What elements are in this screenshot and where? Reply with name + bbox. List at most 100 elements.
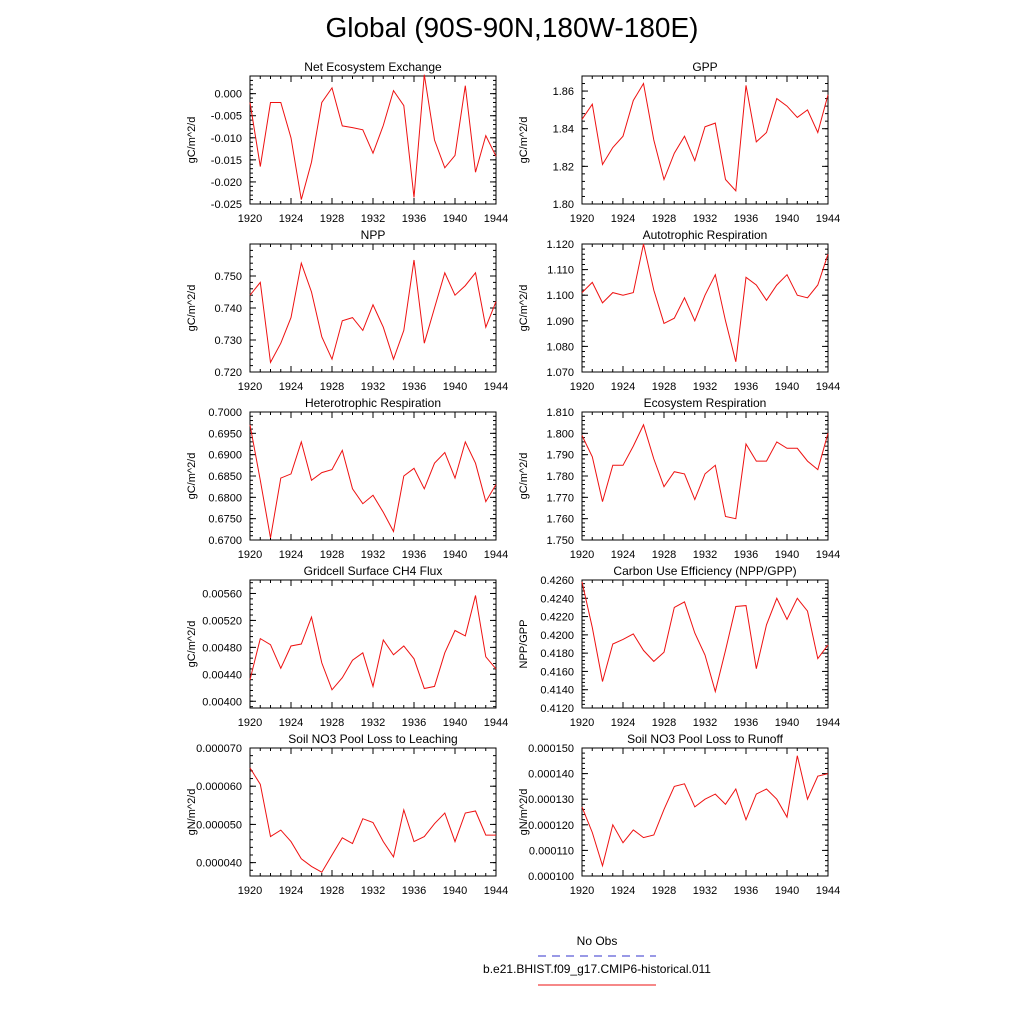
x-tick-label: 1936 [734,885,758,897]
x-tick-label: 1936 [734,549,758,561]
y-tick-label: 0.4200 [540,630,574,642]
y-tick-label: -0.010 [211,133,242,145]
y-tick-label: 0.000120 [528,820,574,832]
chart-title: Soil NO3 Pool Loss to Runoff [627,732,784,746]
x-tick-label: 1936 [402,213,426,225]
x-tick-label: 1944 [816,885,840,897]
y-tick-label: 0.000150 [528,743,574,755]
y-tick-label: 0.4140 [540,685,574,697]
x-tick-label: 1936 [402,717,426,729]
series-line [581,243,829,362]
y-tick-label: 0.4220 [540,612,574,624]
chart-title: NPP [361,228,386,242]
x-tick-label: 1932 [693,549,717,561]
plot-frame [249,747,497,877]
x-tick-label: 1940 [775,885,799,897]
y-tick-label: 0.6850 [208,471,242,483]
x-tick-label: 1928 [652,885,676,897]
x-tick-label: 1944 [484,381,508,393]
plot-frame [249,75,497,205]
chart-panel: GPP 1920 1924 1928 1932 1936 1940 1944 1.80 1.82 1… [518,60,840,225]
x-tick-label: 1944 [816,381,840,393]
y-axis-label: gC/m^2/d [186,285,198,332]
series-line [249,595,497,691]
y-tick-label: 1.090 [546,316,574,328]
x-tick-label: 1928 [320,213,344,225]
series-line [581,755,829,868]
y-axis-label: gN/m^2/d [186,789,198,836]
y-tick-label: 1.800 [546,428,574,440]
x-tick-label: 1920 [238,381,262,393]
y-tick-label: 1.80 [553,199,574,211]
y-tick-label: 0.000070 [196,743,242,755]
series-line [581,581,829,694]
x-tick-label: 1928 [652,549,676,561]
x-tick-label: 1920 [238,717,262,729]
chart-panel: NPP 1920 1924 1928 1932 1936 1940 1944 0.720 0.73… [186,228,508,393]
x-tick-label: 1932 [693,213,717,225]
y-tick-label: 0.6750 [208,514,242,526]
y-tick-label: 1.110 [547,265,574,277]
y-tick-label: 1.790 [546,450,574,462]
x-tick-label: 1944 [484,213,508,225]
x-tick-label: 1936 [734,213,758,225]
y-tick-label: 0.6800 [208,492,242,504]
chart-title: Gridcell Surface CH4 Flux [304,564,443,578]
y-axis-label: gC/m^2/d [186,621,198,668]
plot-frame [581,243,829,373]
y-tick-label: 0.00560 [202,588,242,600]
x-tick-label: 1924 [279,717,303,729]
x-tick-label: 1932 [693,717,717,729]
chart-title: Net Ecosystem Exchange [304,60,442,74]
y-tick-label: 1.780 [546,471,574,483]
y-tick-label: 0.00440 [202,669,242,681]
y-axis-label: gC/m^2/d [186,117,198,164]
x-tick-label: 1920 [570,213,594,225]
x-tick-label: 1944 [816,549,840,561]
series-line [249,767,496,873]
x-tick-label: 1928 [320,549,344,561]
y-tick-label: 0.000040 [196,858,242,870]
x-tick-label: 1928 [652,717,676,729]
x-tick-label: 1944 [484,885,508,897]
y-tick-label: 1.760 [546,514,574,526]
x-tick-label: 1928 [320,381,344,393]
x-tick-label: 1940 [443,381,467,393]
y-axis-label: NPP/GPP [518,620,530,669]
y-axis-label: gC/m^2/d [518,117,530,164]
x-tick-label: 1920 [238,213,262,225]
x-tick-label: 1924 [611,213,635,225]
chart-title: Autotrophic Respiration [643,228,768,242]
y-tick-label: -0.005 [211,111,242,123]
x-tick-label: 1924 [611,381,635,393]
y-axis-label: gC/m^2/d [518,285,530,332]
x-tick-label: 1920 [570,381,594,393]
x-tick-label: 1920 [238,549,262,561]
y-tick-label: 1.120 [546,239,574,251]
y-tick-label: 1.82 [553,161,574,173]
chart-title: Heterotrophic Respiration [305,396,441,410]
y-tick-label: 0.00520 [202,615,242,627]
x-tick-label: 1936 [402,381,426,393]
y-tick-label: 0.00480 [202,642,242,654]
x-tick-label: 1940 [443,213,467,225]
x-tick-label: 1940 [775,549,799,561]
plot-frame [581,579,829,709]
plot-frame [581,411,829,541]
y-axis-label: gC/m^2/d [518,453,530,500]
series-line [249,74,497,200]
series-line [249,259,497,365]
x-tick-label: 1936 [734,717,758,729]
x-tick-label: 1936 [402,885,426,897]
x-tick-label: 1932 [361,717,385,729]
y-tick-label: 1.84 [553,124,574,136]
x-tick-label: 1944 [816,717,840,729]
y-tick-label: 0.4260 [540,575,574,587]
x-tick-label: 1944 [484,549,508,561]
x-tick-label: 1924 [279,885,303,897]
y-tick-label: 1.070 [546,367,574,379]
y-tick-label: 1.100 [546,290,574,302]
x-tick-label: 1928 [652,213,676,225]
y-axis-label: gC/m^2/d [186,453,198,500]
